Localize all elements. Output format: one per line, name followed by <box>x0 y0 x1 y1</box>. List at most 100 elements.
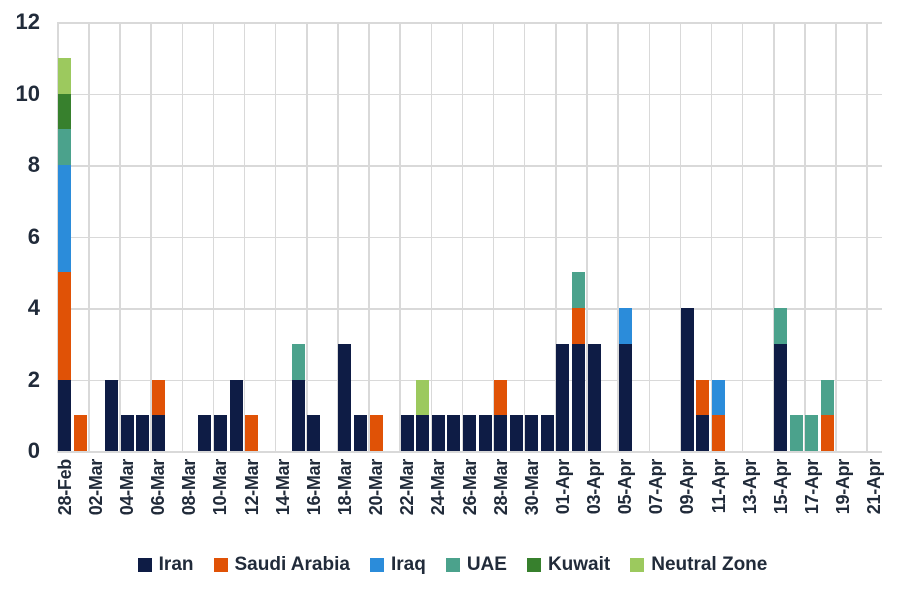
bar-segment-iran <box>354 415 368 451</box>
x-tick-label: 08-Mar <box>179 459 200 516</box>
bar-segment-saudi-arabia <box>58 272 72 380</box>
x-tick-label: 20-Mar <box>366 459 387 516</box>
y-tick-label: 12 <box>15 9 40 34</box>
x-tick-label: 28-Mar <box>490 459 511 516</box>
x-tick-label: 16-Mar <box>303 459 324 516</box>
v-gridline <box>461 22 464 451</box>
y-tick-label: 6 <box>27 223 40 249</box>
x-tick-label: 26-Mar <box>459 459 480 516</box>
v-gridline <box>866 22 868 451</box>
bar-segment-iran <box>680 308 694 451</box>
v-gridline <box>773 22 775 451</box>
bar-segment-iran <box>556 343 570 451</box>
x-tick-label: 21-Apr <box>864 459 885 515</box>
legend-item-kuwait: Kuwait <box>526 554 611 576</box>
v-gridline <box>306 22 308 451</box>
bar-segment-iran <box>400 415 414 451</box>
v-gridline <box>274 22 277 451</box>
v-gridline <box>586 22 588 451</box>
bar-segment-uae <box>58 129 72 165</box>
bar-segment-uae <box>821 379 835 416</box>
bar-segment-iran <box>229 379 243 451</box>
bar-segment-saudi-arabia <box>821 415 835 451</box>
bar-segment-uae <box>805 415 819 451</box>
bar-segment-iran <box>463 415 476 451</box>
bar-segment-iran <box>587 343 601 451</box>
x-tick-label: 02-Mar <box>85 459 106 516</box>
x-tick-label: 28-Feb <box>54 459 75 516</box>
bar-segment-iran <box>151 415 165 451</box>
x-tick-label: 30-Mar <box>521 459 542 516</box>
x-tick-label: 09-Apr <box>677 459 698 515</box>
x-tick-label: 17-Apr <box>801 459 822 515</box>
legend-item-neutral-zone: Neutral Zone <box>630 554 767 576</box>
bar-segment-saudi-arabia <box>696 379 710 416</box>
bar-segment-iran <box>494 415 508 451</box>
bar-segment-iran <box>338 343 352 451</box>
legend-label: Kuwait <box>547 554 611 575</box>
x-tick-label: 14-Mar <box>272 459 293 516</box>
x-tick-label: 12-Mar <box>241 459 262 516</box>
v-gridline <box>648 22 650 451</box>
v-gridline <box>555 22 557 451</box>
v-gridline <box>212 22 215 451</box>
bar-segment-iran <box>431 415 445 451</box>
bar-segment-saudi-arabia <box>369 415 383 451</box>
h-gridline <box>57 93 882 95</box>
v-gridline <box>617 22 619 451</box>
v-gridline <box>150 22 152 451</box>
h-gridline <box>57 22 882 24</box>
legend-color-swatch <box>526 558 541 572</box>
x-tick-label: 22-Mar <box>397 459 418 516</box>
x-tick-label: 03-Apr <box>584 459 605 515</box>
v-gridline <box>804 22 806 451</box>
v-gridline <box>710 22 713 451</box>
x-tick-label: 19-Apr <box>833 459 854 515</box>
v-gridline <box>399 22 401 451</box>
x-tick-label: 24-Mar <box>428 459 449 516</box>
bar-segment-iran <box>416 415 430 451</box>
legend-color-swatch <box>137 558 152 572</box>
bar-segment-saudi-arabia <box>494 379 508 416</box>
legend-label: Iran <box>158 554 194 575</box>
v-gridline <box>368 22 370 451</box>
bar-segment-neutral-zone <box>58 57 72 94</box>
y-tick-label: 4 <box>27 295 40 320</box>
chart-legend: Iran Saudi Arabia Iraq UAE Kuwait Neutral Zon… <box>0 551 905 579</box>
legend-item-saudi-arabia: Saudi Arabia <box>213 554 350 576</box>
x-tick-label: 13-Apr <box>739 459 760 515</box>
h-gridline <box>57 165 882 167</box>
bar-segment-saudi-arabia <box>571 308 585 344</box>
bar-segment-iran <box>307 415 321 451</box>
bar-segment-iran <box>58 379 72 451</box>
v-gridline <box>243 22 246 451</box>
h-gridline <box>57 451 882 453</box>
x-tick-label: 11-Apr <box>708 459 729 514</box>
bar-segment-neutral-zone <box>416 379 430 416</box>
y-tick-label: 2 <box>27 366 40 392</box>
bar-segment-iran <box>120 415 134 451</box>
v-gridline <box>835 22 837 451</box>
bar-segment-iran <box>213 415 227 451</box>
bar-segment-iraq <box>712 379 726 416</box>
bar-segment-saudi-arabia <box>151 379 165 416</box>
v-gridline <box>679 22 682 451</box>
bar-segment-kuwait <box>58 93 72 130</box>
y-tick-label: 8 <box>27 152 40 177</box>
legend-color-swatch <box>630 558 645 572</box>
v-gridline <box>430 22 433 451</box>
x-tick-label: 15-Apr <box>770 459 791 515</box>
bar-segment-iran <box>291 379 305 451</box>
legend-label: Neutral Zone <box>651 554 768 575</box>
x-tick-label: 04-Mar <box>117 459 138 516</box>
x-tick-label: 06-Mar <box>148 459 169 516</box>
bar-segment-iran <box>478 415 492 451</box>
bar-segment-iran <box>509 415 523 451</box>
v-gridline <box>523 22 526 451</box>
h-gridline <box>57 236 882 238</box>
bar-segment-saudi-arabia <box>712 415 726 451</box>
bar-segment-iran <box>447 415 461 451</box>
